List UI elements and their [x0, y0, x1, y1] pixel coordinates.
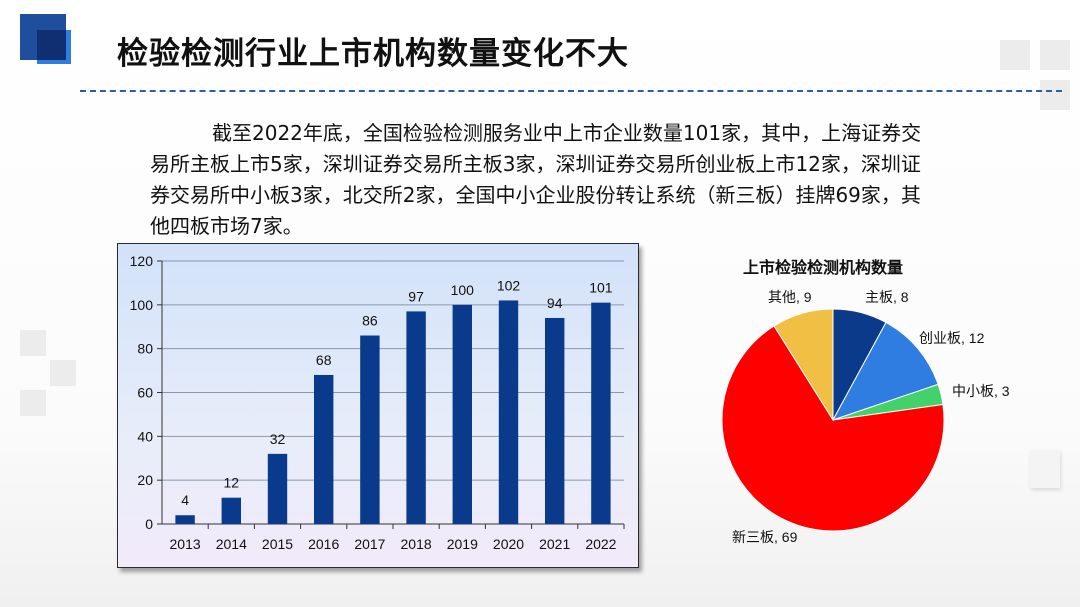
corner-decoration-navy	[37, 30, 66, 60]
pie-chart-title: 上市检验检测机构数量	[743, 258, 904, 277]
y-tick-label: 0	[145, 516, 153, 532]
bar-data-label: 86	[362, 313, 378, 329]
bar-2021	[544, 317, 565, 524]
x-tick-label: 2020	[493, 536, 524, 552]
x-tick-label: 2016	[308, 536, 339, 552]
bar-2017	[360, 335, 380, 524]
pie-slice-label: 新三板, 69	[732, 529, 798, 545]
background-decoration	[50, 360, 76, 386]
bar-2013	[175, 515, 195, 524]
background-decoration	[1040, 80, 1070, 110]
bar-2016	[313, 374, 334, 524]
pie-slice-1	[831, 321, 939, 421]
x-tick-label: 2022	[585, 536, 616, 552]
bar-data-label: 101	[589, 280, 613, 296]
bar-2018	[406, 311, 426, 524]
y-tick-label: 80	[137, 341, 153, 357]
x-tick-label: 2019	[447, 536, 478, 552]
intro-text: 截至2022年底，全国检验检测服务业中上市企业数量101家，其中，上海证券交易所…	[150, 121, 922, 238]
pie-chart: 主板, 8 创业板, 12 中小板, 3 新三板, 69 其他, 9	[721, 289, 1010, 545]
bar-2022	[591, 302, 611, 524]
bar-data-label: 4	[181, 492, 189, 508]
bar-data-label: 68	[316, 352, 332, 368]
pie-slice-label: 创业板, 12	[919, 330, 985, 346]
pie-slice-label: 中小板, 3	[952, 383, 1010, 399]
x-tick-label: 2017	[354, 536, 385, 552]
title-divider	[80, 90, 1062, 92]
x-tick-label: 2018	[401, 536, 432, 552]
pie-slice-label: 主板, 8	[865, 289, 909, 305]
pie-slice-4	[773, 308, 834, 422]
x-tick-label: 2014	[216, 536, 247, 552]
bar-2020	[498, 300, 519, 524]
bar-2015	[267, 453, 288, 524]
bar-chart: 0 20 40 60 80 100 120 4 2013 12 2014 32 2015 68 2016 86…	[130, 253, 625, 552]
y-tick-label: 60	[137, 385, 153, 401]
background-decoration	[20, 330, 46, 356]
bar-chart-frame: 0 20 40 60 80 100 120 4 2013 12 2014 32 2015 68 2016 86…	[117, 243, 639, 568]
x-tick-label: 2021	[539, 536, 570, 552]
y-tick-label: 40	[137, 428, 153, 444]
pie-slice-3	[721, 325, 945, 532]
background-decoration	[1000, 40, 1030, 70]
background-decoration	[1040, 40, 1070, 70]
bar-data-label: 12	[224, 475, 240, 491]
intro-paragraph: 截至2022年底，全国检验检测服务业中上市企业数量101家，其中，上海证券交易所…	[150, 118, 940, 242]
bar-data-label: 100	[451, 282, 475, 298]
bar-2014	[221, 497, 242, 524]
page-title: 检验检测行业上市机构数量变化不大	[117, 36, 629, 72]
x-tick-label: 2013	[170, 536, 201, 552]
y-tick-label: 20	[137, 472, 153, 488]
y-tick-label: 120	[130, 253, 154, 269]
bar-data-label: 97	[408, 288, 424, 304]
bar-data-label: 94	[547, 295, 563, 311]
pie-slice-label: 其他, 9	[768, 289, 812, 305]
x-tick-label: 2015	[262, 536, 293, 552]
y-tick-label: 100	[130, 297, 154, 313]
background-decoration	[1030, 450, 1060, 488]
background-decoration	[20, 390, 46, 416]
bar-data-label: 32	[270, 431, 286, 447]
bar-2019	[452, 304, 473, 524]
bar-data-label: 102	[497, 277, 521, 293]
